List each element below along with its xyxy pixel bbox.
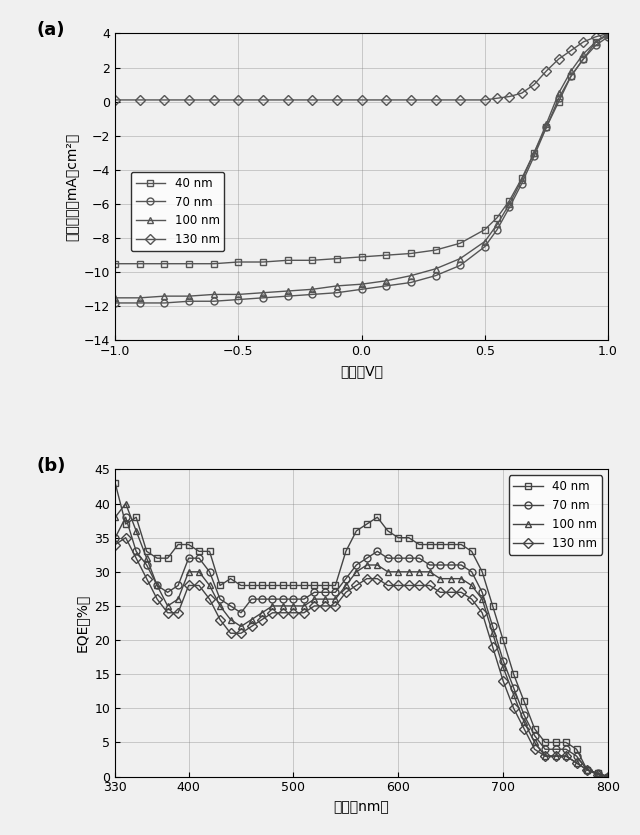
Text: (a): (a) bbox=[36, 21, 65, 39]
X-axis label: 電圧（V）: 電圧（V） bbox=[340, 364, 383, 378]
Y-axis label: 電流密度（mA／cm²）: 電流密度（mA／cm²） bbox=[65, 133, 79, 241]
Y-axis label: EQE（%）: EQE（%） bbox=[75, 594, 89, 652]
Legend: 40 nm, 70 nm, 100 nm, 130 nm: 40 nm, 70 nm, 100 nm, 130 nm bbox=[131, 172, 225, 251]
X-axis label: 波長（nm）: 波長（nm） bbox=[333, 800, 390, 814]
Legend: 40 nm, 70 nm, 100 nm, 130 nm: 40 nm, 70 nm, 100 nm, 130 nm bbox=[509, 475, 602, 554]
Text: (b): (b) bbox=[36, 458, 66, 475]
